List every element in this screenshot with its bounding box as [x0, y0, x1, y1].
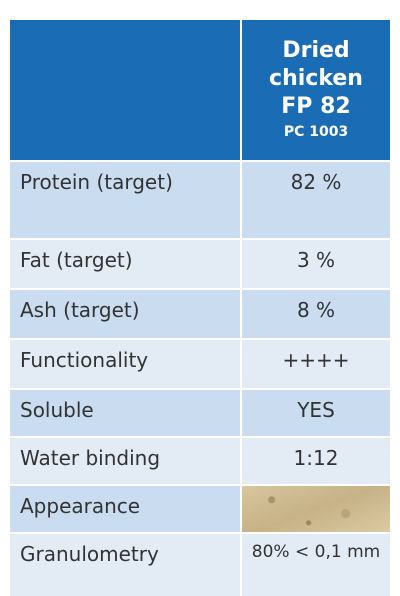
- spec-table: Dried chicken FP 82 PC 1003 Protein (target)…: [10, 20, 390, 596]
- row-label: Appearance: [10, 486, 240, 532]
- product-line: FP 82: [281, 94, 351, 119]
- row-label: Soluble: [10, 390, 240, 436]
- row-value: ++++: [242, 340, 390, 388]
- header-blank: [10, 20, 240, 160]
- product-line: chicken: [269, 66, 363, 91]
- row-value: 8 %: [242, 290, 390, 338]
- row-value: 80% < 0,1 mm: [242, 534, 390, 596]
- row-label: Water binding: [10, 438, 240, 484]
- product-line: Dried: [282, 38, 350, 63]
- header-product: Dried chicken FP 82 PC 1003: [242, 20, 390, 160]
- row-value: 3 %: [242, 240, 390, 288]
- appearance-image: [242, 486, 390, 532]
- product-code: PC 1003: [283, 124, 349, 140]
- row-label: Granulometry: [10, 534, 240, 596]
- row-value: 1:12: [242, 438, 390, 484]
- row-label: Fat (target): [10, 240, 240, 288]
- row-value: 82 %: [242, 162, 390, 238]
- row-label: Protein (target): [10, 162, 240, 238]
- row-label: Functionality: [10, 340, 240, 388]
- row-label: Ash (target): [10, 290, 240, 338]
- row-value: YES: [242, 390, 390, 436]
